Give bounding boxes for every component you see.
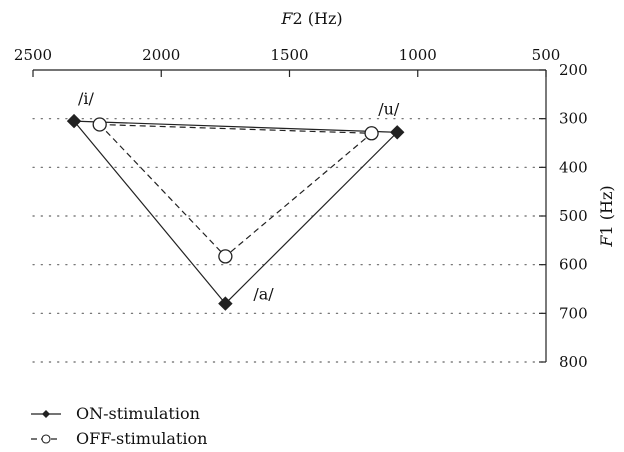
x-tick-label-500: 500 — [532, 46, 561, 64]
x-tick-label-2500: 2500 — [14, 46, 52, 64]
legend-on-marker — [42, 410, 50, 418]
series-on-marker-i — [66, 113, 82, 129]
series-on-marker-u — [390, 125, 405, 140]
labels-layer: /i/ /u/ /a/ — [78, 89, 400, 304]
y-tick-label-300: 300 — [559, 110, 588, 128]
legend-off-marker — [41, 434, 51, 444]
y-tick-label-400: 400 — [559, 158, 588, 176]
series-off-marker-i — [92, 117, 107, 132]
y-axis-title-rest: 1 (Hz) — [597, 185, 616, 235]
x-tick-label-2000: 2000 — [142, 46, 180, 64]
series-off-marker-u — [364, 126, 379, 141]
vowel-label-a: /a/ — [253, 285, 274, 304]
series-off-line — [98, 123, 374, 258]
x-axis-title: F2 (Hz) — [280, 9, 342, 28]
y-tick-label-500: 500 — [559, 207, 588, 225]
y-tick-label-200: 200 — [559, 61, 588, 79]
x-tick-label-1500: 1500 — [270, 46, 308, 64]
y-tick-label-700: 700 — [559, 304, 588, 322]
x-tick-label-1000: 1000 — [399, 46, 437, 64]
series-on-marker-a — [218, 296, 233, 311]
y-axis-title-var: F — [597, 235, 616, 248]
y-tick-label-600: 600 — [559, 256, 588, 274]
legend: ON-stimulation OFF-stimulation — [31, 404, 207, 448]
grid-layer — [32, 118, 547, 363]
vowel-label-i: /i/ — [78, 89, 95, 108]
vowel-label-u: /u/ — [378, 99, 400, 118]
legend-on-label: ON-stimulation — [76, 404, 200, 423]
y-axis-title: F1 (Hz) — [597, 185, 616, 247]
x-axis-title-var: F — [280, 9, 293, 28]
x-axis-title-rest: 2 (Hz) — [292, 9, 342, 28]
series-off-marker-a — [218, 249, 233, 264]
y-tick-label-800: 800 — [559, 353, 588, 371]
series-layer — [66, 113, 405, 311]
legend-off-label: OFF-stimulation — [76, 429, 207, 448]
series-on-line — [72, 120, 399, 305]
